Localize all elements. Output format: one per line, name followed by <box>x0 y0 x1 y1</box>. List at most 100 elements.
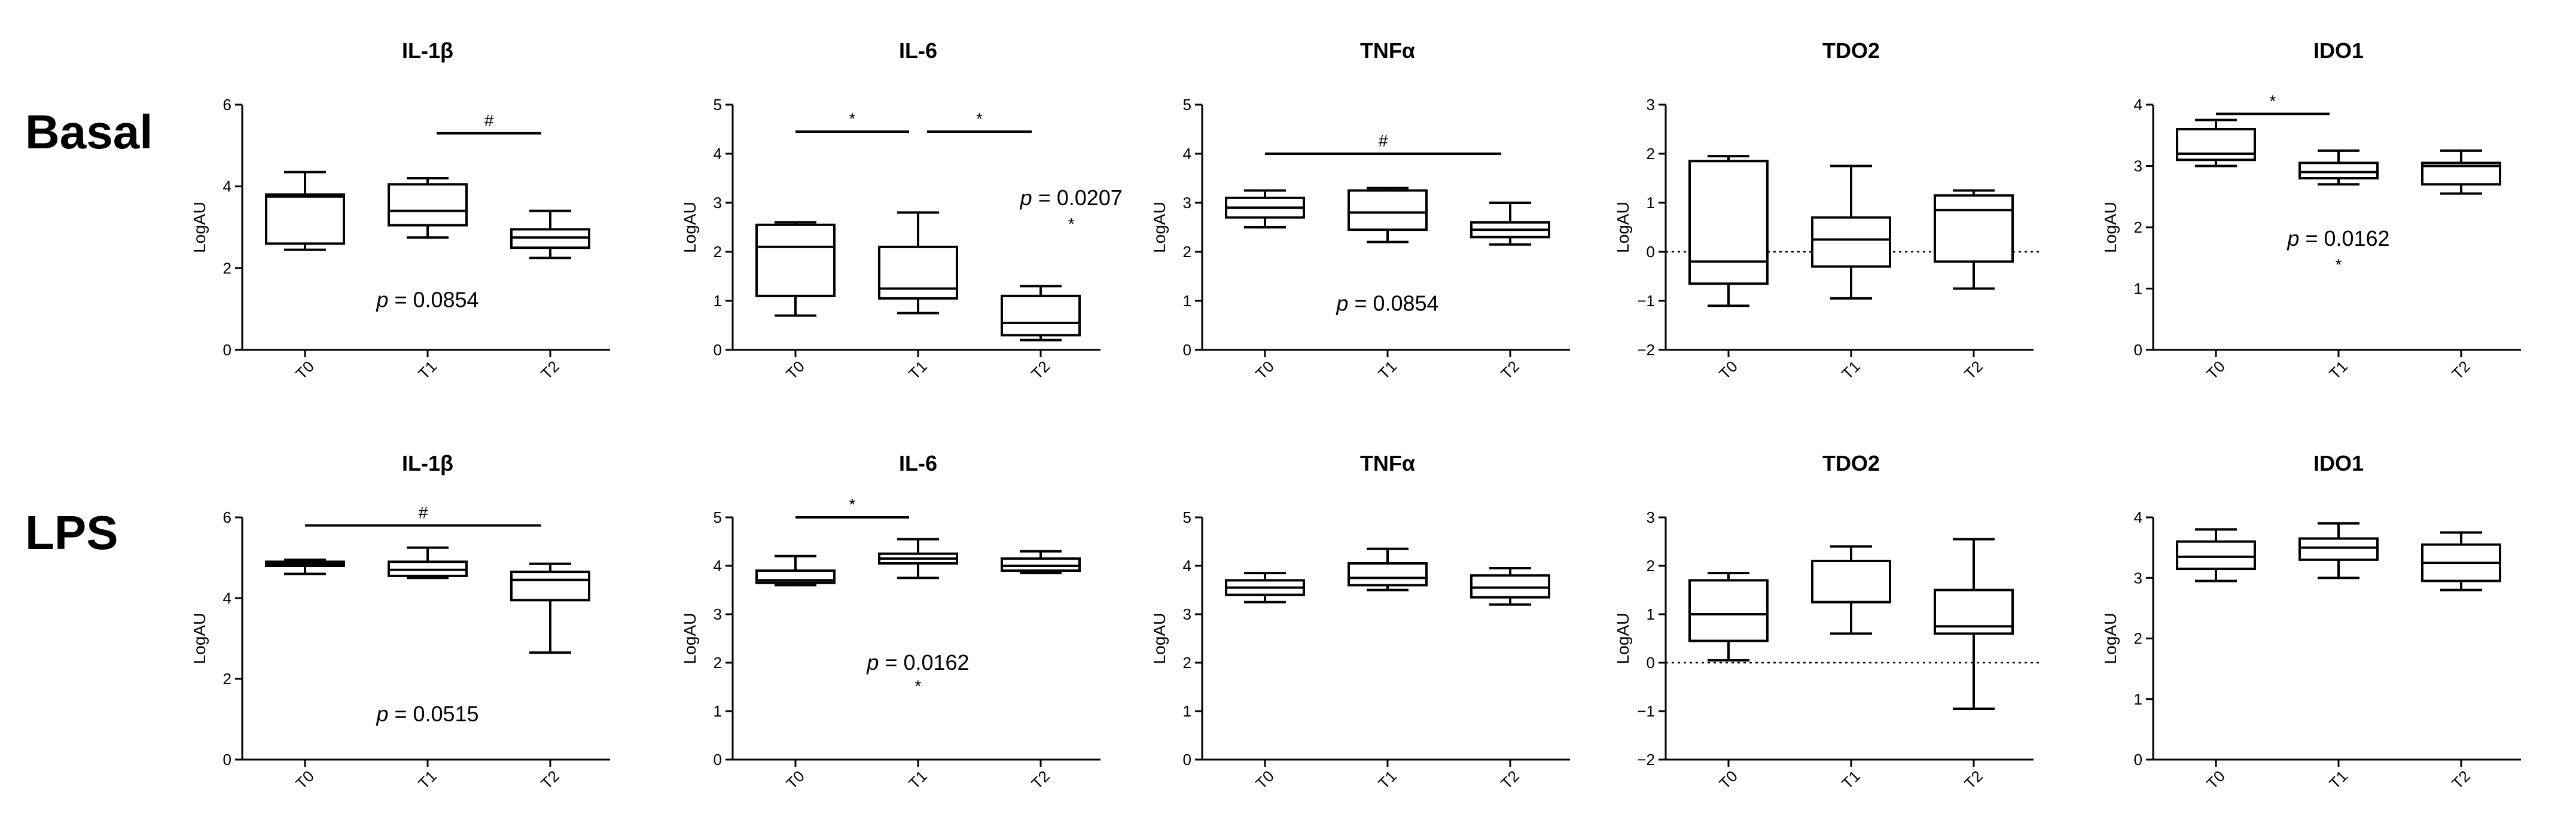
y-axis-label: LogAU <box>1614 202 1632 253</box>
x-tick-label: T0 <box>2203 357 2229 383</box>
box-iqr <box>878 245 958 300</box>
x-tick-label: T2 <box>1961 357 1986 383</box>
box-iqr <box>510 571 590 602</box>
box-iqr <box>1348 562 1428 587</box>
p-value-label: p = 0.0207 <box>1020 185 1123 210</box>
panel-title: IL-1β <box>402 451 453 475</box>
y-tick-label: 3 <box>1647 96 1655 114</box>
y-axis-label: LogAU <box>681 202 699 253</box>
y-tick-label: 0 <box>1647 243 1655 261</box>
x-tick-label: T1 <box>414 767 440 792</box>
y-tick-label: 5 <box>714 96 722 114</box>
y-tick-label: 4 <box>223 178 231 196</box>
x-tick-label: T0 <box>782 767 808 792</box>
box-iqr <box>755 223 836 297</box>
x-tick-label: T2 <box>537 767 563 792</box>
x-tick-label: T2 <box>537 357 563 383</box>
y-tick-label: 2 <box>223 670 231 688</box>
panel-basal-3: TNFα 0 1 2 3 4 5 LogAU T0 T1 T2 # p = 0.0854 <box>1150 38 1570 383</box>
significance-label: * <box>849 109 856 128</box>
box-iqr <box>2298 161 2379 179</box>
p-value-label: p = 0.0854 <box>376 287 478 312</box>
y-tick-label: 1 <box>1647 605 1655 623</box>
y-tick-label: 0 <box>2134 341 2142 359</box>
box-iqr <box>2176 540 2256 571</box>
panel-basal-2: IL-6 0 1 2 3 4 5 LogAU T0 T1 T2 * * p = 0.0207 * <box>681 38 1123 383</box>
row-label-lps: LPS <box>25 506 118 559</box>
panel-title: IDO1 <box>2313 451 2364 475</box>
panel-title: IL-1β <box>402 38 453 63</box>
panel-lps-2: IL-6 0 1 2 3 4 5 LogAU T0 T1 T2 * p = 0.0162 * <box>681 451 1100 792</box>
significance-marker: * <box>2336 255 2342 274</box>
y-tick-label: 2 <box>223 259 231 277</box>
y-tick-label: 3 <box>714 605 722 623</box>
y-tick-label: 2 <box>1183 243 1191 261</box>
p-value-label: p = 0.0162 <box>866 650 969 675</box>
x-tick-label: T1 <box>1374 767 1400 792</box>
significance-marker: * <box>915 677 922 696</box>
y-tick-label: 0 <box>714 341 722 359</box>
x-tick-label: T2 <box>1028 767 1053 792</box>
y-axis-label: LogAU <box>190 613 209 664</box>
y-tick-label: 0 <box>223 341 231 359</box>
y-axis-label: LogAU <box>2101 613 2120 664</box>
box-iqr <box>1348 189 1428 231</box>
y-tick-label: 4 <box>2134 96 2142 114</box>
box-iqr <box>1811 216 1891 268</box>
y-tick-label: 4 <box>1183 557 1191 575</box>
x-tick-label: T2 <box>2448 357 2474 383</box>
significance-label: # <box>1379 132 1388 150</box>
box-iqr <box>1001 294 1081 337</box>
y-tick-label: 3 <box>1183 605 1191 623</box>
box-iqr <box>265 193 345 245</box>
y-tick-label: 3 <box>2134 157 2142 175</box>
x-tick-label: T2 <box>1497 767 1523 792</box>
y-tick-label: 1 <box>1183 702 1191 720</box>
x-tick-label: T1 <box>1838 357 1864 383</box>
y-tick-label: 4 <box>223 589 231 607</box>
x-tick-label: T2 <box>1497 357 1523 383</box>
x-tick-label: T0 <box>1715 767 1741 792</box>
p-value-label: p = 0.0162 <box>2287 226 2389 251</box>
panel-basal-5: IDO1 0 1 2 3 4 LogAU T0 T1 T2 * p = 0.0162 * <box>2101 38 2521 383</box>
box-iqr <box>1001 557 1081 572</box>
panel-lps-3: TNFα 0 1 2 3 4 5 LogAU T0 T1 T2 <box>1150 451 1570 792</box>
panel-title: TDO2 <box>1822 451 1880 475</box>
significance-marker: * <box>1068 215 1075 233</box>
panel-title: TNFα <box>1360 451 1415 475</box>
y-tick-label: 1 <box>714 702 722 720</box>
y-tick-label: 3 <box>1647 508 1655 526</box>
x-tick-label: T0 <box>1252 767 1278 792</box>
y-tick-label: 2 <box>714 654 722 672</box>
y-tick-label: 5 <box>1183 508 1191 526</box>
y-tick-label: 2 <box>2134 218 2142 236</box>
x-tick-label: T2 <box>1028 357 1053 383</box>
panel-lps-4: TDO2 −2 −1 0 1 2 3 LogAU T0 T1 T2 <box>1614 451 2042 792</box>
box-iqr <box>1688 160 1769 285</box>
y-tick-label: 2 <box>1647 145 1655 163</box>
y-tick-label: −1 <box>1637 702 1655 720</box>
x-tick-label: T0 <box>1715 357 1741 383</box>
y-tick-label: 0 <box>223 751 231 769</box>
x-tick-label: T1 <box>1838 767 1864 792</box>
y-tick-label: 1 <box>1183 292 1191 310</box>
y-tick-label: −2 <box>1637 751 1655 769</box>
significance-label: * <box>2270 92 2276 110</box>
box-iqr <box>1688 579 1769 642</box>
panel-title: IL-6 <box>899 451 937 475</box>
y-tick-label: 5 <box>714 508 722 526</box>
significance-label: * <box>976 109 983 128</box>
y-tick-label: −2 <box>1637 341 1655 359</box>
panel-lps-5: IDO1 0 1 2 3 4 LogAU T0 T1 T2 <box>2101 451 2521 792</box>
y-axis-label: LogAU <box>1614 613 1632 664</box>
y-tick-label: 5 <box>1183 96 1191 114</box>
y-tick-label: 0 <box>714 751 722 769</box>
y-tick-label: 2 <box>714 243 722 261</box>
box-iqr <box>1470 574 1550 599</box>
p-value-label: p = 0.0854 <box>1336 291 1438 315</box>
significance-label: # <box>419 504 428 522</box>
x-tick-label: T0 <box>292 357 318 383</box>
panel-title: TDO2 <box>1822 38 1880 63</box>
y-tick-label: 2 <box>1183 654 1191 672</box>
